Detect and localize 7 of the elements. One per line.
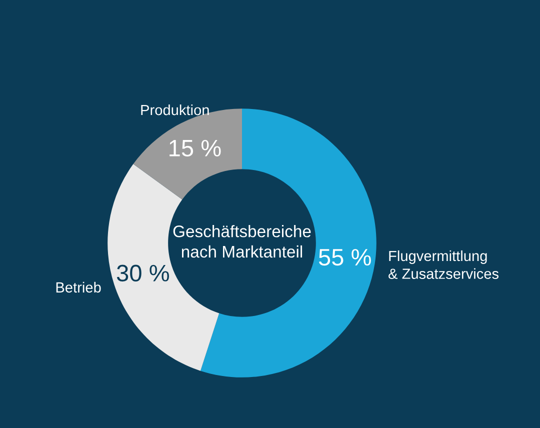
- data-label: 15 %: [170, 140, 221, 157]
- slice-label: Betrieb: [56, 282, 101, 293]
- slice-label: Produktion: [141, 104, 209, 116]
- data-label: 55 %: [318, 249, 371, 266]
- text: Geschäftsbereiche nach Marktanteil: [173, 225, 311, 258]
- slice-label: Flugvermittlung & Zusatzservices: [388, 250, 499, 279]
- data-label: 30 %: [116, 264, 170, 282]
